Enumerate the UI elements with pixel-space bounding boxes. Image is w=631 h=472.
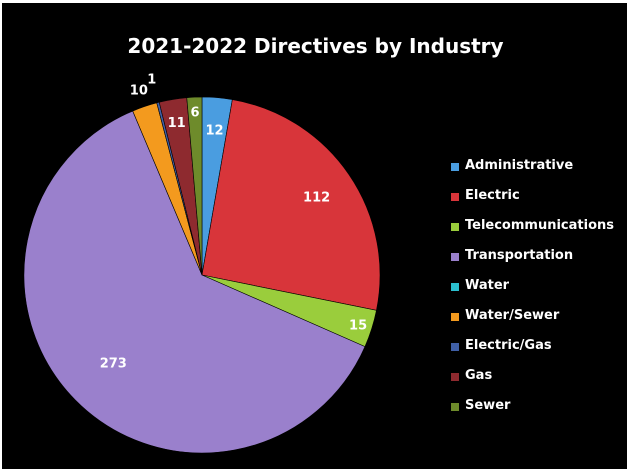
slice-label-transportation: 273 — [100, 356, 127, 371]
legend-item-administrative: Administrative — [451, 158, 627, 188]
pie-slice-sewer — [186, 96, 203, 276]
slice-label-electric-gas: 1 — [147, 72, 156, 87]
slice-label-administrative: 12 — [205, 124, 223, 139]
slice-label-gas: 11 — [168, 116, 186, 131]
slice-label-electric: 112 — [303, 191, 330, 206]
chart-title: 2021-2022 Directives by Industry — [127, 34, 504, 58]
slice-label-telecommunications: 15 — [349, 318, 367, 333]
legend: Administrative Electric Telecommunications… — [451, 158, 627, 428]
legend-swatch — [451, 313, 459, 321]
legend-label: Telecommunications — [465, 218, 614, 233]
legend-item-sewer: Sewer — [451, 398, 627, 428]
legend-swatch — [451, 343, 459, 351]
legend-item-electric-gas: Electric/Gas — [451, 338, 627, 368]
pie-slice-transportation — [23, 110, 366, 454]
legend-label: Sewer — [465, 398, 511, 413]
legend-swatch — [451, 283, 459, 291]
slice-label-water-sewer: 10 — [130, 84, 148, 99]
legend-label: Water — [465, 278, 510, 293]
legend-swatch — [451, 373, 459, 381]
legend-item-transportation: Transportation — [451, 248, 627, 278]
legend-swatch — [451, 163, 459, 171]
legend-item-water-sewer: Water/Sewer — [451, 308, 627, 338]
legend-item-water: Water — [451, 278, 627, 308]
legend-swatch — [451, 223, 459, 231]
legend-label: Water/Sewer — [465, 308, 560, 323]
pie-slice-electric — [201, 99, 381, 311]
legend-swatch — [451, 253, 459, 261]
legend-swatch — [451, 403, 459, 411]
legend-label: Electric — [465, 188, 520, 203]
legend-item-electric: Electric — [451, 188, 627, 218]
legend-item-gas: Gas — [451, 368, 627, 398]
legend-swatch — [451, 193, 459, 201]
legend-label: Administrative — [465, 158, 574, 173]
legend-label: Transportation — [465, 248, 574, 263]
slice-label-sewer: 6 — [190, 105, 199, 120]
legend-item-telecommunications: Telecommunications — [451, 218, 627, 248]
legend-label: Gas — [465, 368, 493, 383]
legend-label: Electric/Gas — [465, 338, 552, 353]
